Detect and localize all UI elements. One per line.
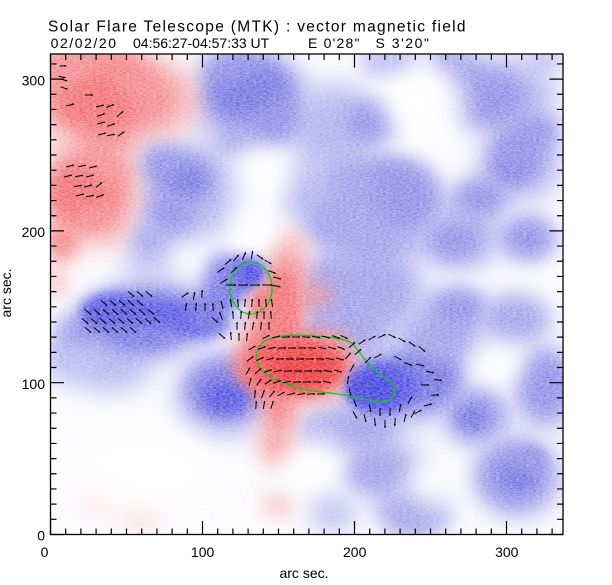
svg-text:E 0'28": E 0'28" xyxy=(308,35,361,51)
svg-text:300: 300 xyxy=(22,72,46,88)
svg-text:300: 300 xyxy=(495,544,519,560)
svg-text:arc sec.: arc sec. xyxy=(279,565,328,581)
svg-text:Solar Flare Telescope (MTK) :: Solar Flare Telescope (MTK) : vector mag… xyxy=(48,19,467,36)
svg-text:0: 0 xyxy=(41,544,49,560)
svg-text:04:56:27-04:57:33 UT: 04:56:27-04:57:33 UT xyxy=(133,35,270,51)
svg-text:100: 100 xyxy=(22,376,46,392)
svg-text:0: 0 xyxy=(37,528,45,544)
svg-text:100: 100 xyxy=(191,544,215,560)
svg-text:02/02/20: 02/02/20 xyxy=(51,35,118,51)
svg-text:arc sec.: arc sec. xyxy=(0,268,14,317)
svg-text:200: 200 xyxy=(343,544,367,560)
svg-text:S 3'20": S 3'20" xyxy=(376,35,431,51)
svg-text:200: 200 xyxy=(22,224,46,240)
